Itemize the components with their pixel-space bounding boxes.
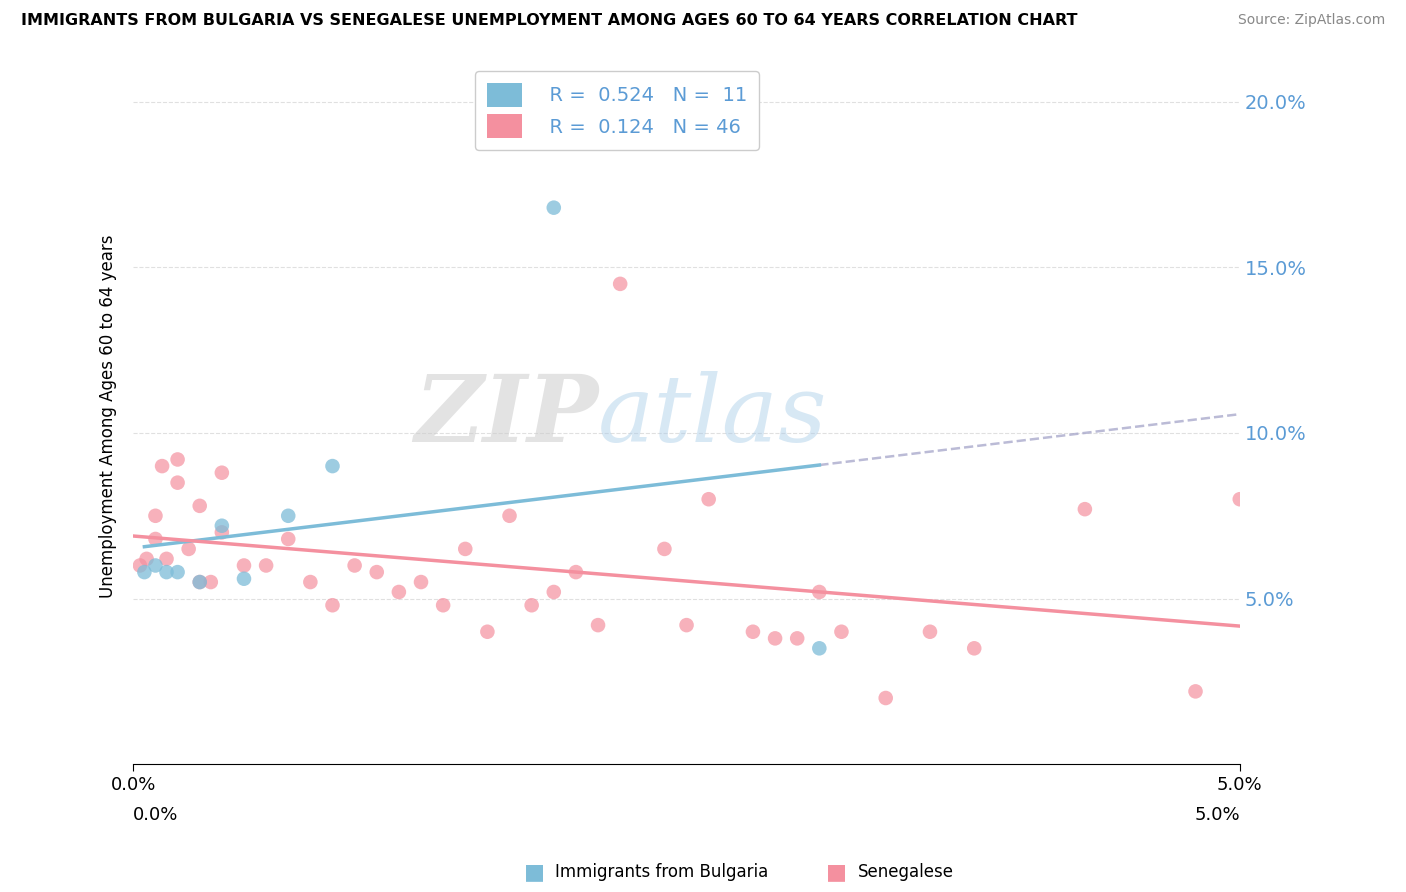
Point	[543, 201, 565, 215]
Point	[129, 558, 152, 573]
Point	[654, 541, 676, 556]
Point	[233, 572, 256, 586]
Point	[188, 575, 211, 590]
Legend:   R =  0.524   N =  11,   R =  0.124   N = 46: R = 0.524 N = 11, R = 0.124 N = 46	[475, 71, 759, 150]
Point	[233, 558, 256, 573]
Point	[366, 565, 388, 579]
Point	[1229, 492, 1251, 507]
Text: 0.0%: 0.0%	[134, 806, 179, 824]
Point	[586, 618, 609, 632]
Point	[277, 508, 299, 523]
Point	[299, 575, 322, 590]
Point	[918, 624, 941, 639]
Point	[830, 624, 852, 639]
Point	[321, 459, 343, 474]
Point	[409, 575, 432, 590]
Point	[388, 585, 411, 599]
Point	[875, 691, 897, 706]
Point	[477, 624, 499, 639]
Y-axis label: Unemployment Among Ages 60 to 64 years: Unemployment Among Ages 60 to 64 years	[100, 235, 117, 599]
Text: IMMIGRANTS FROM BULGARIA VS SENEGALESE UNEMPLOYMENT AMONG AGES 60 TO 64 YEARS CO: IMMIGRANTS FROM BULGARIA VS SENEGALESE U…	[21, 13, 1077, 29]
Point	[543, 585, 565, 599]
Text: Immigrants from Bulgaria: Immigrants from Bulgaria	[555, 863, 769, 881]
Point	[145, 558, 167, 573]
Text: ZIP: ZIP	[413, 371, 598, 461]
Point	[211, 525, 233, 540]
Point	[963, 641, 986, 656]
Text: Source: ZipAtlas.com: Source: ZipAtlas.com	[1237, 13, 1385, 28]
Text: ■: ■	[827, 863, 846, 882]
Point	[432, 599, 454, 613]
Point	[1184, 684, 1206, 698]
Point	[565, 565, 588, 579]
Point	[498, 508, 520, 523]
Point	[254, 558, 277, 573]
Text: 5.0%: 5.0%	[1194, 806, 1240, 824]
Point	[145, 532, 167, 546]
Point	[211, 466, 233, 480]
Point	[321, 599, 343, 613]
Point	[188, 499, 211, 513]
Point	[188, 575, 211, 590]
Point	[155, 552, 177, 566]
Point	[145, 508, 167, 523]
Point	[343, 558, 366, 573]
Point	[675, 618, 697, 632]
Point	[520, 599, 543, 613]
Point	[211, 518, 233, 533]
Point	[454, 541, 477, 556]
Point	[200, 575, 222, 590]
Point	[697, 492, 720, 507]
Point	[808, 585, 831, 599]
Point	[786, 632, 808, 646]
Point	[134, 565, 156, 579]
Point	[808, 641, 831, 656]
Point	[166, 475, 188, 490]
Point	[150, 459, 173, 474]
Point	[763, 632, 786, 646]
Point	[609, 277, 631, 291]
Point	[277, 532, 299, 546]
Point	[166, 565, 188, 579]
Point	[177, 541, 200, 556]
Point	[1074, 502, 1097, 516]
Point	[742, 624, 765, 639]
Point	[135, 552, 157, 566]
Text: ■: ■	[524, 863, 544, 882]
Text: Senegalese: Senegalese	[858, 863, 953, 881]
Text: atlas: atlas	[598, 371, 828, 461]
Point	[155, 565, 177, 579]
Point	[166, 452, 188, 467]
